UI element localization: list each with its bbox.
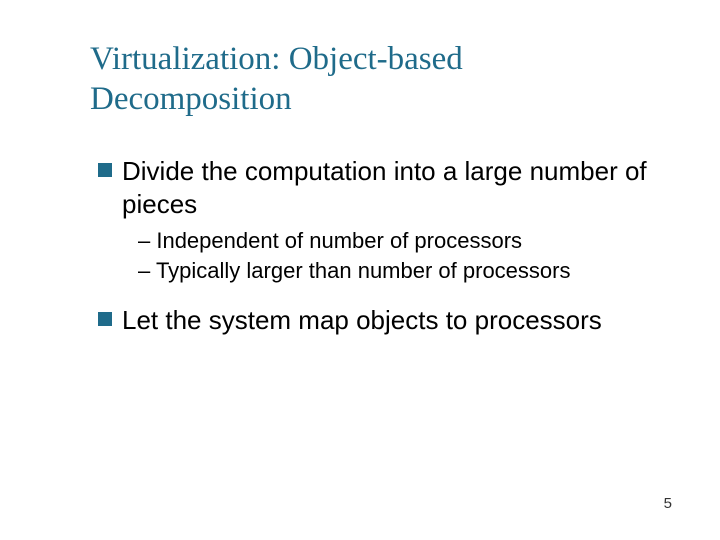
square-bullet-icon	[98, 163, 112, 177]
slide-content: Divide the computation into a large numb…	[90, 155, 660, 336]
slide-title: Virtualization: Object-based Decompositi…	[90, 40, 660, 119]
page-number: 5	[664, 495, 672, 512]
bullet-text: Let the system map objects to processors	[122, 304, 602, 337]
sub-item: – Independent of number of processors	[138, 226, 660, 256]
slide: Virtualization: Object-based Decompositi…	[0, 0, 720, 540]
sub-item: – Typically larger than number of proces…	[138, 256, 660, 286]
bullet-item: Divide the computation into a large numb…	[98, 155, 660, 220]
bullet-item: Let the system map objects to processors	[98, 304, 660, 337]
square-bullet-icon	[98, 312, 112, 326]
bullet-text: Divide the computation into a large numb…	[122, 155, 660, 220]
sub-list: – Independent of number of processors – …	[98, 226, 660, 285]
